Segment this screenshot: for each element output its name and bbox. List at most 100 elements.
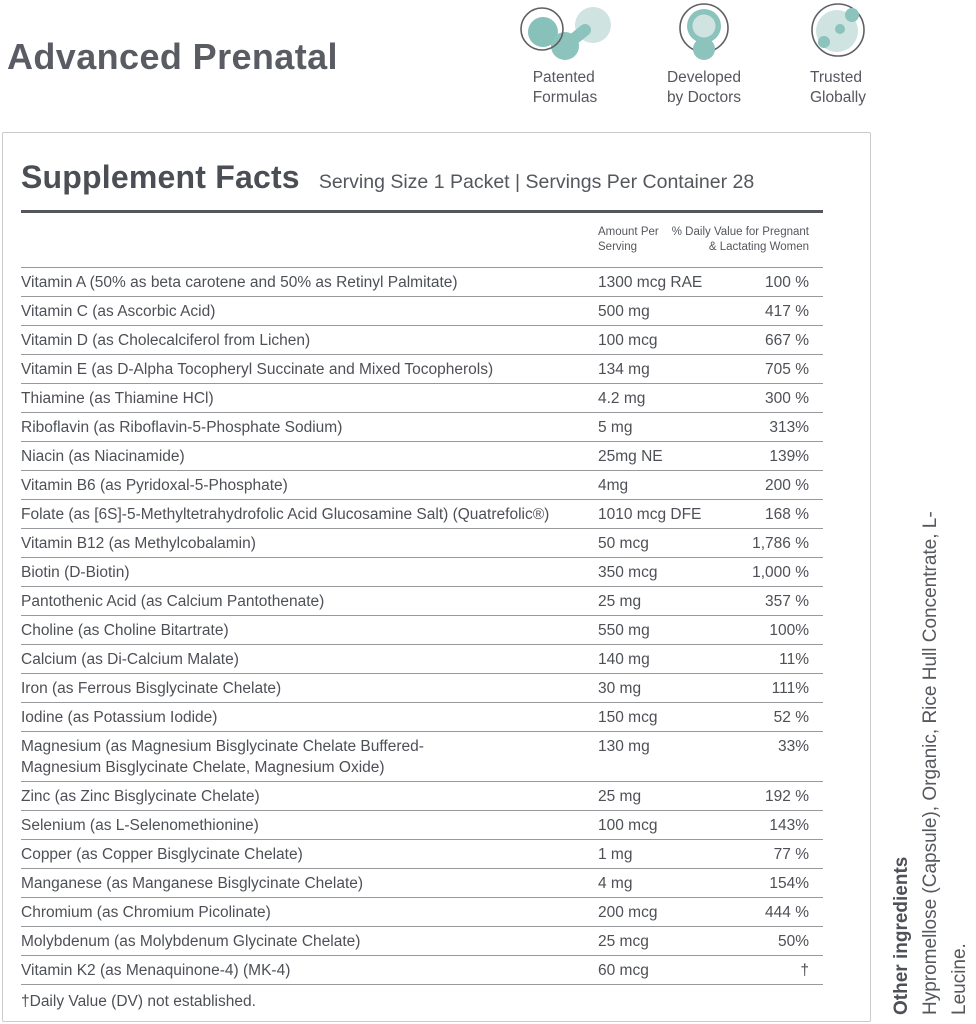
nutrient-amount: 25 mcg xyxy=(598,933,649,950)
nutrient-name: Vitamin C (as Ascorbic Acid) xyxy=(21,303,216,320)
nutrient-amount: 500 mg xyxy=(598,303,650,320)
nutrient-daily-value: 11% xyxy=(779,651,809,668)
nutrient-amount: 25 mg xyxy=(598,593,642,610)
nutrient-name: Folate (as [6S]-5-Methyltetrahydrofolic … xyxy=(21,506,550,523)
nutrient-amount: 200 mcg xyxy=(598,904,658,921)
badge-label: Patented Formulas xyxy=(532,69,598,106)
supplement-facts-panel: Supplement Facts Serving Size 1 Packet |… xyxy=(2,132,871,1022)
doctor-icon xyxy=(672,2,736,60)
nutrient-amount: 140 mg xyxy=(598,651,650,668)
nutrient-name: Zinc (as Zinc Bisglycinate Chelate) xyxy=(21,788,260,805)
table-row: Molybdenum (as Molybdenum Glycinate Chel… xyxy=(21,927,823,956)
nutrient-name: Iron (as Ferrous Bisglycinate Chelate) xyxy=(21,680,282,697)
column-headers: Amount Per Serving % Daily Value for Pre… xyxy=(21,213,823,268)
nutrient-name: Choline (as Choline Bitartrate) xyxy=(21,622,229,639)
nutrient-amount: 350 mcg xyxy=(598,564,658,581)
panel-header: Supplement Facts Serving Size 1 Packet |… xyxy=(21,133,823,195)
nutrient-amount: 150 mcg xyxy=(598,709,658,726)
nutrient-name: Chromium (as Chromium Picolinate) xyxy=(21,904,271,921)
globe-icon xyxy=(808,2,868,60)
nutrient-amount: 25 mg xyxy=(598,788,642,805)
badge-label: Trusted Globally xyxy=(810,69,866,106)
nutrient-amount: 50 mcg xyxy=(598,535,649,552)
table-row: Vitamin A (50% as beta carotene and 50% … xyxy=(21,268,823,297)
table-row: Vitamin D (as Cholecalciferol from Liche… xyxy=(21,326,823,355)
nutrient-daily-value: 111% xyxy=(771,680,809,697)
table-row: Manganese (as Manganese Bisglycinate Che… xyxy=(21,869,823,898)
nutrient-amount: 550 mg xyxy=(598,622,650,639)
nutrient-name: Biotin (D-Biotin) xyxy=(21,564,130,581)
nutrient-name: Magnesium (as Magnesium Bisglycinate Che… xyxy=(21,738,424,776)
badge-developed-by-doctors: Developed by Doctors xyxy=(648,2,760,108)
nutrient-amount: 100 mcg xyxy=(598,332,658,349)
badge-patented-formulas: Patented Formulas xyxy=(503,2,627,108)
table-row: Pantothenic Acid (as Calcium Pantothenat… xyxy=(21,587,823,616)
table-row: Choline (as Choline Bitartrate) 550 mg 100… xyxy=(21,616,823,645)
nutrient-amount: 100 mcg xyxy=(598,817,658,834)
nutrient-daily-value: 300 % xyxy=(765,390,809,407)
nutrient-name: Thiamine (as Thiamine HCl) xyxy=(21,390,214,407)
nutrient-name: Manganese (as Manganese Bisglycinate Che… xyxy=(21,875,364,892)
nutrient-name: Iodine (as Potassium Iodide) xyxy=(21,709,218,726)
nutrient-amount: 1 mg xyxy=(598,846,633,863)
table-row: Biotin (D-Biotin) 350 mcg 1,000 % xyxy=(21,558,823,587)
nutrient-name: Niacin (as Niacinamide) xyxy=(21,448,185,465)
badge-label: Developed by Doctors xyxy=(666,69,742,106)
header-rule xyxy=(21,210,823,213)
nutrient-name: Vitamin B6 (as Pyridoxal-5-Phosphate) xyxy=(21,477,288,494)
other-ingredients-text: Hypromellose (Capsule), Organic, Rice Hu… xyxy=(920,511,970,1015)
table-row: Vitamin K2 (as Menaquinone-4) (MK-4) 60 m… xyxy=(21,956,823,985)
nutrient-daily-value: 313% xyxy=(769,419,809,436)
nutrient-name: Vitamin E (as D-Alpha Tocopheryl Succina… xyxy=(21,361,494,378)
nutrient-daily-value: 200 % xyxy=(765,477,809,494)
nutrient-daily-value: 52 % xyxy=(773,709,809,726)
table-row: Riboflavin (as Riboflavin-5-Phosphate So… xyxy=(21,413,823,442)
table-row: Vitamin B12 (as Methylcobalamin) 50 mcg 1,… xyxy=(21,529,823,558)
facts-table-body: Vitamin A (50% as beta carotene and 50% … xyxy=(21,268,823,985)
nutrient-amount: 60 mcg xyxy=(598,962,649,979)
nutrient-daily-value: † xyxy=(800,962,809,979)
column-header-amount: Amount Per Serving xyxy=(598,226,659,253)
table-row: Iron (as Ferrous Bisglycinate Chelate) 30… xyxy=(21,674,823,703)
nutrient-name: Vitamin B12 (as Methylcobalamin) xyxy=(21,535,256,552)
nutrient-name: Vitamin D (as Cholecalciferol from Liche… xyxy=(21,332,311,349)
table-row: Niacin (as Niacinamide) 25mg NE 139% xyxy=(21,442,823,471)
nutrient-daily-value: 357 % xyxy=(765,593,809,610)
nutrient-daily-value: 143% xyxy=(769,817,809,834)
nutrient-daily-value: 168 % xyxy=(765,506,809,523)
nutrient-amount: 25mg NE xyxy=(598,448,663,465)
supplement-facts-title: Supplement Facts xyxy=(21,159,300,195)
daily-value-footnote: †Daily Value (DV) not established. xyxy=(21,993,256,1010)
nutrient-amount: 5 mg xyxy=(598,419,633,436)
nutrient-daily-value: 444 % xyxy=(765,904,809,921)
serving-info: Serving Size 1 Packet | Servings Per Con… xyxy=(318,171,755,193)
table-row: Calcium (as Di-Calcium Malate) 140 mg 11% xyxy=(21,645,823,674)
nutrient-name: Selenium (as L-Selenomethionine) xyxy=(21,817,259,834)
nutrient-amount: 130 mg xyxy=(598,738,650,755)
nutrient-amount: 4mg xyxy=(598,477,629,494)
nutrient-daily-value: 1,000 % xyxy=(752,564,809,581)
nutrient-daily-value: 139% xyxy=(769,448,809,465)
nutrient-name: Vitamin K2 (as Menaquinone-4) (MK-4) xyxy=(21,962,291,979)
nutrient-daily-value: 1,786 % xyxy=(752,535,809,552)
table-row: Vitamin C (as Ascorbic Acid) 500 mg 417 % xyxy=(21,297,823,326)
nutrient-name: Vitamin A (50% as beta carotene and 50% … xyxy=(21,274,458,291)
nutrient-amount: 30 mg xyxy=(598,680,642,697)
table-row: Vitamin E (as D-Alpha Tocopheryl Succina… xyxy=(21,355,823,384)
nutrient-name: Pantothenic Acid (as Calcium Pantothenat… xyxy=(21,593,325,610)
nutrient-daily-value: 154% xyxy=(769,875,809,892)
nutrient-name: Copper (as Copper Bisglycinate Chelate) xyxy=(21,846,303,863)
nutrient-daily-value: 705 % xyxy=(765,361,809,378)
nutrient-name: Calcium (as Di-Calcium Malate) xyxy=(21,651,239,668)
other-ingredients-note: Other ingredients Hypromellose (Capsule)… xyxy=(887,450,976,1015)
nutrient-amount: 4 mg xyxy=(598,875,633,892)
nutrient-daily-value: 33% xyxy=(777,738,809,755)
table-row: Thiamine (as Thiamine HCl) 4.2 mg 300 % xyxy=(21,384,823,413)
nutrient-daily-value: 100% xyxy=(769,622,809,639)
table-row: Vitamin B6 (as Pyridoxal-5-Phosphate) 4mg… xyxy=(21,471,823,500)
nutrient-amount: 4.2 mg xyxy=(598,390,646,407)
nutrient-daily-value: 50% xyxy=(777,933,809,950)
nutrient-daily-value: 100 % xyxy=(765,274,809,291)
nutrient-name: Molybdenum (as Molybdenum Glycinate Chel… xyxy=(21,933,361,950)
nutrient-daily-value: 667 % xyxy=(765,332,809,349)
